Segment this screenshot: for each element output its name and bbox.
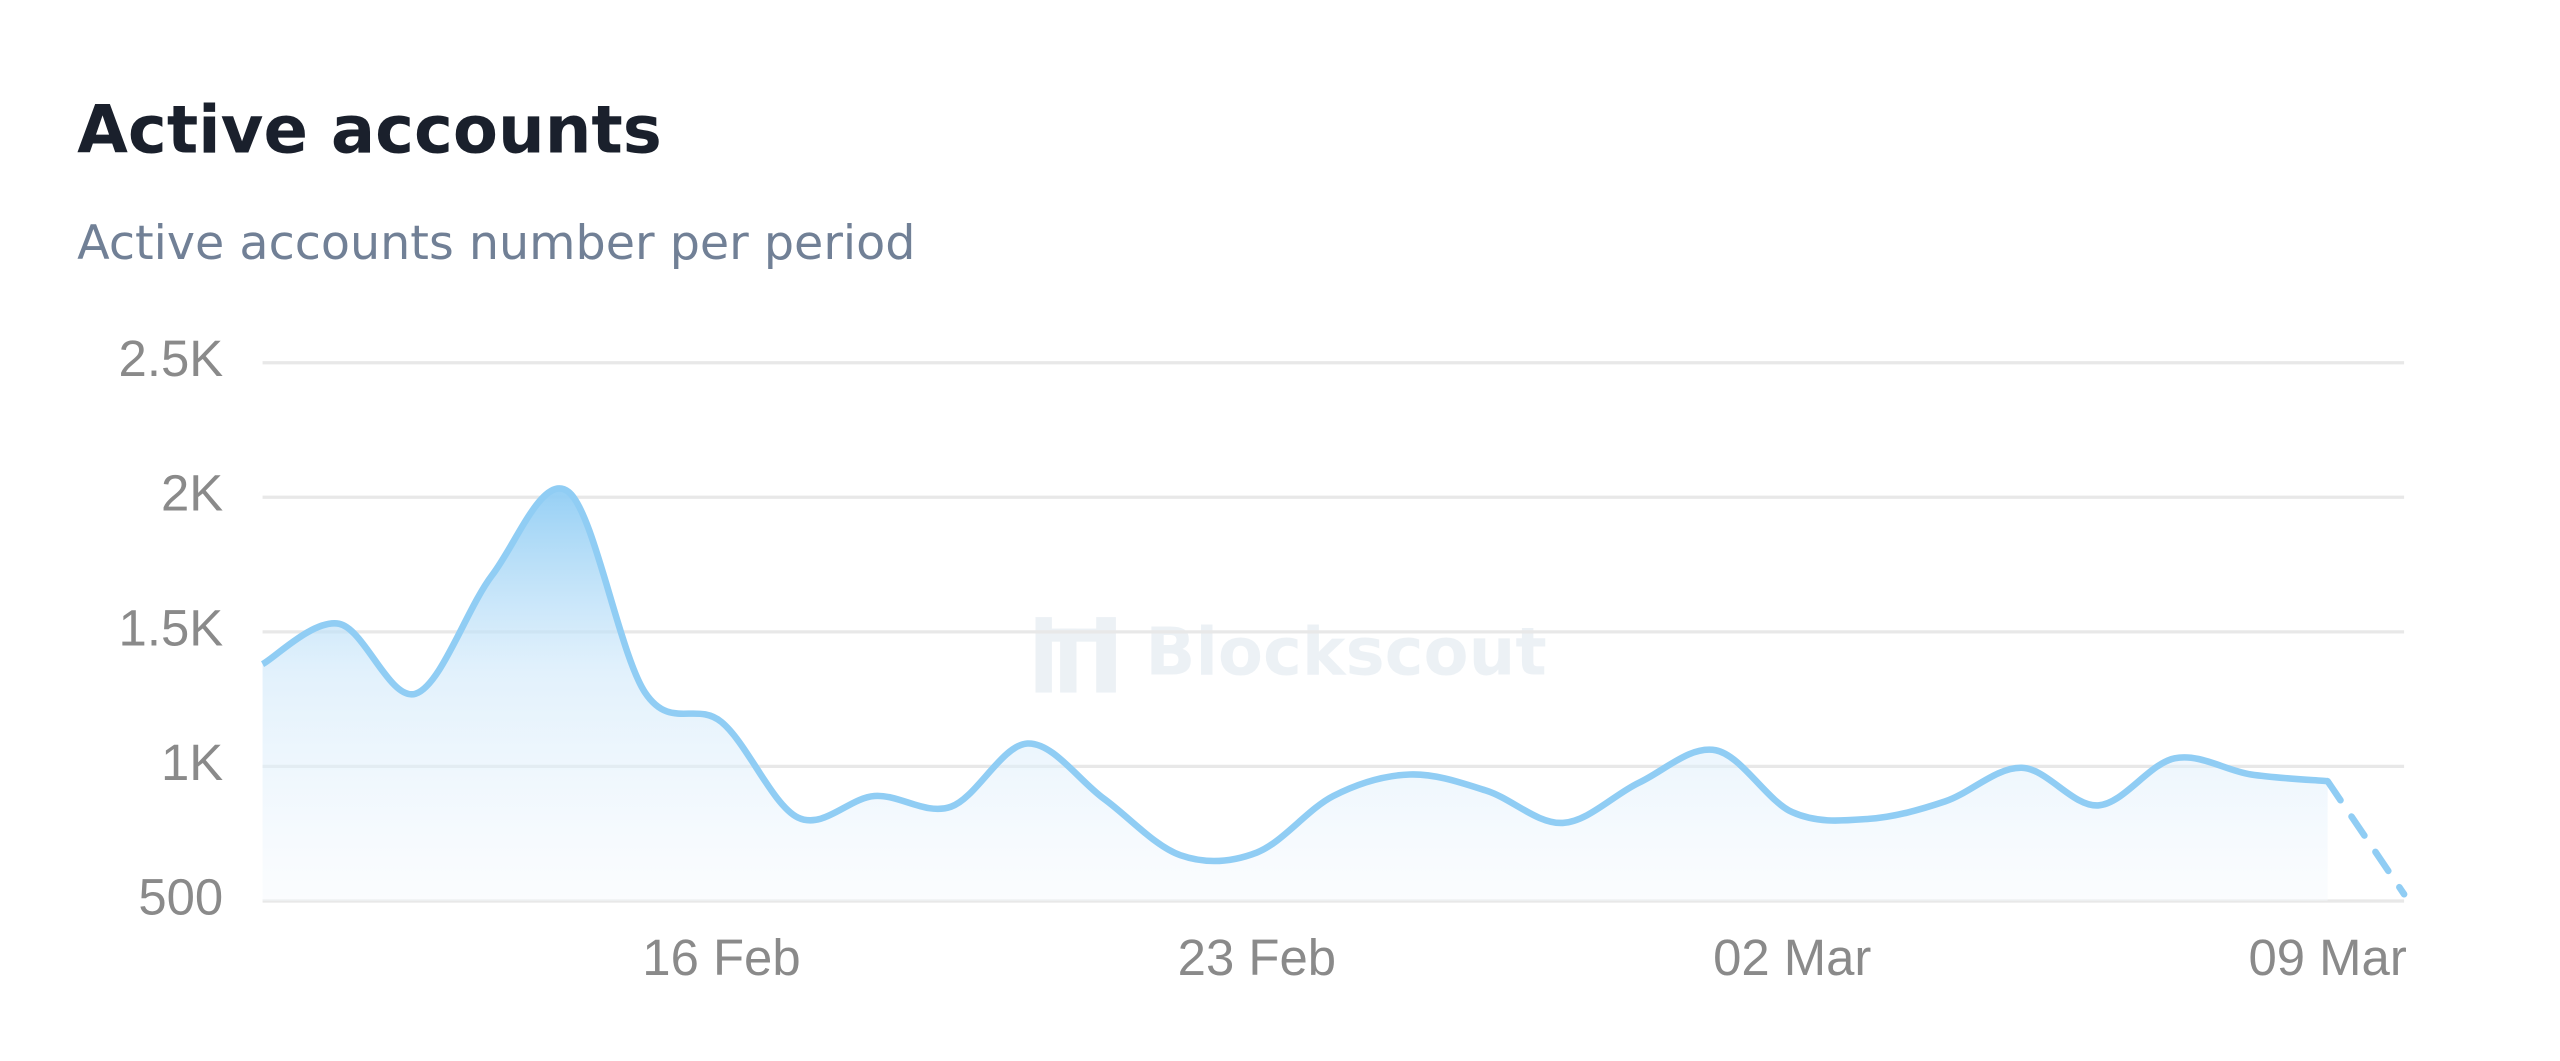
x-tick-label: 09 Mar (2248, 929, 2406, 986)
y-tick-label: 500 (138, 868, 223, 925)
x-tick-label: 23 Feb (1178, 929, 1336, 986)
y-tick-label: 2.5K (119, 330, 224, 387)
y-tick-label: 1.5K (119, 599, 224, 656)
plot: 500 1K 1.5K 2K 2.5K 16 Feb 23 Feb 02 Mar 09 Mar (119, 330, 2408, 986)
area (262, 488, 2328, 901)
y-tick-label: 1K (161, 734, 223, 791)
x-tick-label: 16 Feb (642, 929, 800, 986)
y-tick-label: 2K (161, 465, 223, 522)
watermark-text: Blockscout (1145, 615, 1546, 691)
chart-title: Active accounts (77, 93, 662, 169)
x-tick-label: 02 Mar (1713, 929, 1871, 986)
incomplete-segment (2324, 777, 2408, 898)
watermark: Blockscout (1035, 615, 1547, 693)
line (260, 485, 2328, 865)
chart-subtitle: Active accounts number per period (77, 216, 915, 271)
